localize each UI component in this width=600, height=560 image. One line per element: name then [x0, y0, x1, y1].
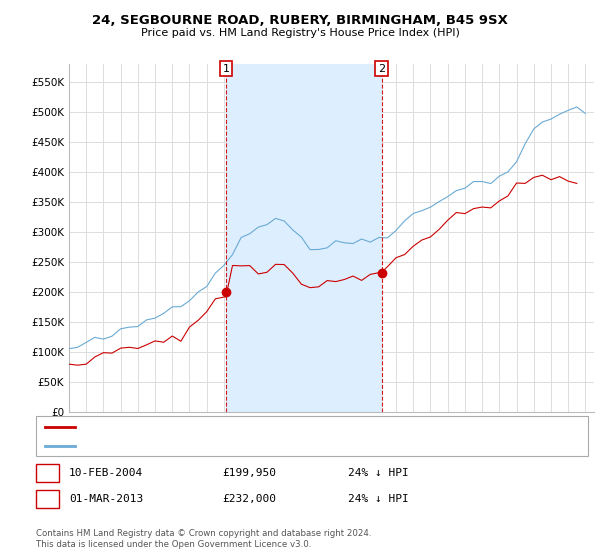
Text: 10-FEB-2004: 10-FEB-2004 [69, 468, 143, 478]
Text: 2: 2 [44, 492, 51, 506]
Text: 1: 1 [44, 466, 51, 479]
Text: 01-MAR-2013: 01-MAR-2013 [69, 494, 143, 504]
Text: Contains HM Land Registry data © Crown copyright and database right 2024.
This d: Contains HM Land Registry data © Crown c… [36, 529, 371, 549]
Text: 24% ↓ HPI: 24% ↓ HPI [348, 468, 409, 478]
Text: 24, SEGBOURNE ROAD, RUBERY, BIRMINGHAM, B45 9SX (detached house): 24, SEGBOURNE ROAD, RUBERY, BIRMINGHAM, … [81, 422, 453, 432]
Text: 1: 1 [223, 64, 229, 73]
Text: 2: 2 [378, 64, 385, 73]
Text: Price paid vs. HM Land Registry's House Price Index (HPI): Price paid vs. HM Land Registry's House … [140, 28, 460, 38]
Text: 24% ↓ HPI: 24% ↓ HPI [348, 494, 409, 504]
Text: £232,000: £232,000 [222, 494, 276, 504]
Text: 24, SEGBOURNE ROAD, RUBERY, BIRMINGHAM, B45 9SX: 24, SEGBOURNE ROAD, RUBERY, BIRMINGHAM, … [92, 14, 508, 27]
Bar [226, 64, 382, 412]
Text: £199,950: £199,950 [222, 468, 276, 478]
Text: HPI: Average price, detached house, Bromsgrove: HPI: Average price, detached house, Brom… [81, 441, 325, 451]
